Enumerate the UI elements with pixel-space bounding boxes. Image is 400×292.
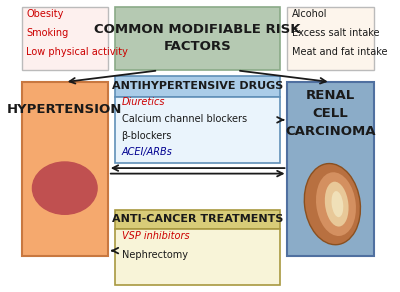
Text: COMMON MODIFIABLE RISK
FACTORS: COMMON MODIFIABLE RISK FACTORS — [94, 23, 301, 53]
Bar — [22, 6, 108, 70]
Text: HYPERTENSION: HYPERTENSION — [7, 103, 122, 117]
Text: ACEI/ARBs: ACEI/ARBs — [122, 147, 172, 157]
Bar — [115, 76, 280, 97]
Ellipse shape — [316, 172, 356, 236]
Bar — [115, 210, 280, 229]
Text: ANTI-CANCER TREATMENTS: ANTI-CANCER TREATMENTS — [112, 214, 283, 224]
Text: Obesity: Obesity — [26, 9, 64, 19]
Text: β-blockers: β-blockers — [122, 131, 172, 140]
Circle shape — [32, 162, 97, 214]
Circle shape — [58, 183, 71, 193]
Text: Diuretics: Diuretics — [122, 97, 165, 107]
Ellipse shape — [304, 164, 360, 245]
Bar — [288, 6, 374, 70]
Text: Smoking: Smoking — [26, 28, 68, 38]
Bar — [22, 82, 108, 256]
Circle shape — [56, 180, 74, 196]
Text: Meat and fat intake: Meat and fat intake — [292, 46, 388, 57]
Text: Excess salt intake: Excess salt intake — [292, 28, 380, 38]
Bar — [115, 229, 280, 286]
Text: ANTIHYPERTENSIVE DRUGS: ANTIHYPERTENSIVE DRUGS — [112, 81, 283, 91]
Text: Calcium channel blockers: Calcium channel blockers — [122, 114, 247, 124]
Bar — [115, 6, 280, 70]
Text: Alcohol: Alcohol — [292, 9, 328, 19]
Bar — [115, 97, 280, 164]
Bar — [288, 82, 374, 256]
Circle shape — [51, 177, 78, 199]
Text: Low physical activity: Low physical activity — [26, 46, 128, 57]
Circle shape — [37, 166, 93, 211]
Ellipse shape — [325, 182, 348, 227]
Text: VSP inhibitors: VSP inhibitors — [122, 231, 189, 241]
Circle shape — [46, 173, 84, 203]
Text: RENAL
CELL
CARCINOMA: RENAL CELL CARCINOMA — [285, 89, 376, 138]
Circle shape — [42, 169, 88, 207]
Ellipse shape — [332, 191, 343, 217]
Text: Nephrectomy: Nephrectomy — [122, 250, 188, 260]
